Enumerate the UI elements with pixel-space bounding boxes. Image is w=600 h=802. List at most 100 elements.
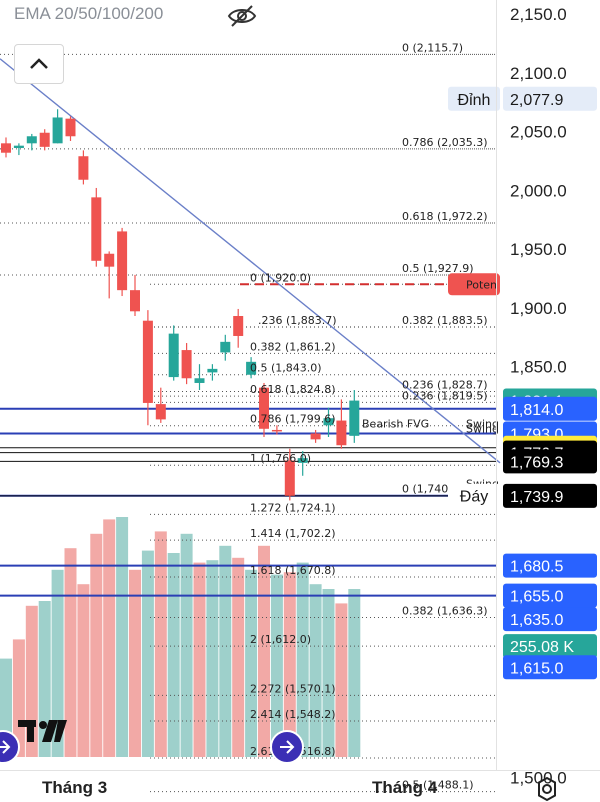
fib-label: 0.382 (1,883.5) bbox=[402, 314, 488, 327]
candle-body bbox=[104, 253, 115, 267]
volume-bar bbox=[258, 545, 270, 757]
volume-bar bbox=[180, 533, 193, 757]
volume-bar bbox=[283, 572, 296, 757]
price-tag-bg bbox=[503, 607, 597, 632]
annotation-label: Swing bbox=[466, 417, 499, 430]
fib-label: 0.5 (1,843.0) bbox=[250, 362, 322, 375]
volume-bar bbox=[309, 584, 322, 757]
candle-body bbox=[181, 350, 192, 379]
price-tag-label: 2,077.9 bbox=[510, 92, 563, 109]
candle-body bbox=[78, 156, 89, 180]
price-tag-bg bbox=[503, 655, 597, 680]
fib-label: 1.272 (1,724.1) bbox=[250, 501, 336, 514]
fib-label: 0.5 (1,927.9) bbox=[402, 262, 474, 275]
fib-label: 0.382 (1,861.2) bbox=[250, 340, 336, 353]
indicator-legend[interactable]: EMA 20/50/100/200 bbox=[14, 4, 164, 23]
fib-label: 0.618 (1,972.2) bbox=[402, 210, 488, 223]
candle-body bbox=[271, 429, 282, 432]
candle-body bbox=[26, 136, 37, 144]
arrow-right-icon bbox=[0, 740, 11, 754]
price-tag-bg bbox=[503, 483, 597, 508]
potential-label: Poten bbox=[466, 278, 497, 291]
volume-bar bbox=[270, 574, 283, 757]
price-tag-bg bbox=[503, 634, 597, 659]
fib-label: .236 (1,883.7) bbox=[258, 314, 337, 327]
volume-bar bbox=[141, 550, 154, 757]
volume-bar bbox=[193, 562, 206, 757]
price-tag-label: 1,655.0 bbox=[510, 589, 563, 606]
candle-body bbox=[168, 333, 179, 378]
price-tag-label: 1,615.0 bbox=[510, 660, 563, 677]
volume-bar bbox=[322, 589, 335, 757]
candle-body bbox=[336, 420, 347, 446]
candle-body bbox=[259, 387, 269, 429]
volume-bar bbox=[129, 569, 141, 757]
fib-label: 0.382 (1,636.3) bbox=[402, 605, 488, 618]
candle-body bbox=[52, 117, 63, 144]
fib-label: 0.5 (1,488.1) bbox=[402, 779, 474, 792]
volume-bar bbox=[90, 533, 103, 757]
fib-label: 1.618 (1,670.8) bbox=[250, 564, 336, 577]
time-axis-label: Tháng 3 bbox=[42, 778, 108, 797]
volume-bar bbox=[116, 517, 129, 757]
price-axis-label: 2,100.0 bbox=[510, 64, 567, 83]
candle-body bbox=[246, 361, 257, 375]
volume-bar bbox=[348, 589, 361, 757]
volume-bar bbox=[38, 601, 51, 757]
collapse-button[interactable] bbox=[14, 44, 64, 84]
volume-bar bbox=[206, 560, 219, 757]
volume-bar bbox=[12, 639, 25, 757]
eye-off-icon[interactable] bbox=[226, 4, 258, 28]
volume-bar bbox=[77, 584, 90, 757]
candle-body bbox=[310, 433, 321, 440]
fib-label: 1.414 (1,702.2) bbox=[250, 527, 336, 540]
price-tag-bg bbox=[503, 449, 597, 474]
price-axis-divider bbox=[496, 0, 497, 770]
fib-label: 2 (1,612.0) bbox=[250, 633, 311, 646]
candle-body bbox=[194, 378, 205, 383]
price-tag-label: 1,814.0 bbox=[510, 402, 563, 419]
fib-label: 1 (1,766.0) bbox=[250, 452, 311, 465]
fib-label: 0.786 (1,799.6) bbox=[250, 413, 336, 426]
time-axis-label: Tháng 4 bbox=[372, 778, 438, 797]
price-axis-label: 2,150.0 bbox=[510, 5, 567, 24]
price-axis-label: 1,900.0 bbox=[510, 299, 567, 318]
chevron-up-icon bbox=[30, 58, 48, 69]
price-tag-label: 255.08 K bbox=[510, 639, 574, 656]
price-tag-prefix: Đáy bbox=[460, 489, 488, 506]
price-tag-bg bbox=[503, 396, 597, 421]
volume-bar bbox=[64, 548, 77, 757]
go-to-realtime-button[interactable] bbox=[270, 730, 304, 764]
candle-body bbox=[142, 320, 153, 403]
candle-body bbox=[91, 197, 102, 261]
volume-bar bbox=[167, 553, 180, 757]
candle-body bbox=[155, 404, 166, 420]
candle-body bbox=[117, 231, 128, 291]
time-axis-divider bbox=[0, 770, 600, 771]
volume-bar bbox=[296, 562, 309, 757]
gear-icon[interactable] bbox=[534, 776, 560, 802]
volume-bar bbox=[245, 569, 258, 757]
price-axis-label: 1,850.0 bbox=[510, 358, 567, 377]
price-tag-bg bbox=[503, 86, 597, 111]
price-axis-label: 2,000.0 bbox=[510, 181, 567, 200]
candle-body bbox=[65, 118, 76, 137]
price-tag-prefix-bg bbox=[448, 86, 500, 111]
tradingview-logo bbox=[18, 720, 67, 742]
volume-bar bbox=[219, 545, 232, 757]
candle-body bbox=[220, 341, 231, 353]
trend-line bbox=[0, 58, 501, 464]
candle-body bbox=[297, 458, 308, 463]
candle-body bbox=[130, 290, 140, 312]
price-tag-label: 1,739.9 bbox=[510, 489, 563, 506]
price-tag-bg bbox=[503, 553, 597, 578]
price-tag-label: 1,635.0 bbox=[510, 612, 563, 629]
candle-body bbox=[349, 400, 360, 436]
volume-bar bbox=[232, 557, 245, 757]
annotation-label: Swing bbox=[466, 423, 499, 436]
scroll-left-button[interactable] bbox=[0, 730, 20, 764]
volume-bar bbox=[25, 605, 38, 757]
fib-label: 2.272 (1,570.1) bbox=[250, 682, 336, 695]
candle-body bbox=[284, 460, 295, 496]
